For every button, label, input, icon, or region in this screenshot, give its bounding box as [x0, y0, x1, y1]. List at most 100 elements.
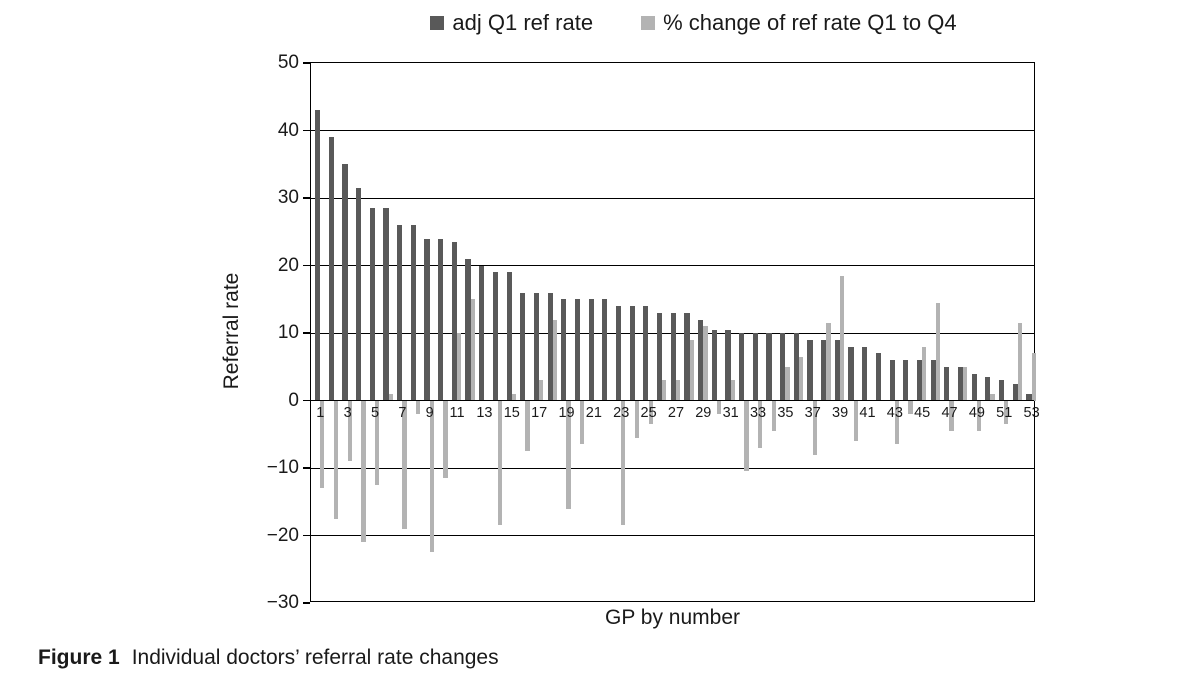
bar-pct-change	[388, 393, 393, 401]
bar-pct-change	[648, 400, 653, 425]
bar-adj-q1-ref-rate	[916, 360, 923, 401]
y-tick-mark	[303, 602, 310, 604]
x-tick-label: 27	[667, 404, 685, 421]
bar-adj-q1-ref-rate	[574, 299, 581, 401]
y-tick-mark	[303, 197, 310, 199]
bar-adj-q1-ref-rate	[930, 360, 936, 401]
x-tick-label: 1	[316, 404, 325, 421]
bar-adj-q1-ref-rate	[315, 110, 321, 401]
y-tick-label: 40	[277, 119, 299, 141]
figure-caption-label: Figure 1	[38, 646, 120, 669]
x-tick-label: 41	[859, 404, 876, 421]
figure-caption-text: Individual doctors’ referral rate change…	[131, 646, 499, 669]
x-tick-label: 33	[749, 404, 767, 421]
bar-adj-q1-ref-rate	[1026, 393, 1032, 401]
x-axis-title: GP by number	[604, 606, 740, 629]
x-tick-label: 5	[370, 404, 380, 421]
bar-pct-change	[539, 380, 544, 401]
x-tick-label: 11	[449, 404, 465, 421]
gridline	[311, 197, 1034, 199]
y-tick-mark	[303, 332, 310, 334]
bar-adj-q1-ref-rate	[410, 225, 416, 401]
bar-pct-change	[689, 339, 694, 401]
bar-pct-change	[333, 400, 339, 519]
bar-adj-q1-ref-rate	[424, 238, 430, 401]
y-tick-label: 20	[277, 254, 299, 276]
bar-pct-change	[634, 400, 640, 438]
bar-adj-q1-ref-rate	[766, 333, 772, 401]
bar-adj-q1-ref-rate	[998, 380, 1005, 401]
bar-adj-q1-ref-rate	[875, 353, 882, 401]
legend-item-pct-change: % change of ref rate Q1 to Q4	[641, 10, 957, 36]
bar-adj-q1-ref-rate	[944, 366, 950, 401]
bar-pct-change	[566, 400, 571, 509]
y-axis-title: Referral rate	[220, 272, 243, 390]
x-tick-label: 35	[777, 404, 794, 421]
plot-area: 50 40 30 20 10 0 −10 −20 −30 1 3 5 7 9 11 13 15 17 19 21 23 2…	[267, 52, 1040, 613]
bar-pct-change	[415, 400, 421, 414]
y-tick-label: 30	[277, 187, 299, 208]
bar-pct-change	[347, 400, 352, 462]
bar-pct-change	[949, 400, 954, 431]
bar-adj-q1-ref-rate	[752, 333, 758, 401]
bar-pct-change	[785, 366, 790, 401]
gridline	[311, 130, 1034, 131]
bar-pct-change	[1004, 400, 1009, 425]
bar-pct-change	[498, 400, 503, 526]
x-tick-label: 3	[343, 404, 352, 421]
figure-caption: Figure 1 Individual doctors’ referral rat…	[38, 646, 499, 670]
bar-adj-q1-ref-rate	[533, 292, 540, 401]
x-tick-label: 25	[640, 404, 657, 421]
legend-item-adj-q1: adj Q1 ref rate	[430, 10, 593, 36]
bar-adj-q1-ref-rate	[383, 208, 389, 401]
bar-adj-q1-ref-rate	[985, 376, 991, 401]
bar-pct-change	[511, 393, 516, 401]
bar-pct-change	[922, 346, 927, 401]
bar-adj-q1-ref-rate	[656, 312, 663, 401]
bar-pct-change	[374, 400, 380, 485]
y-tick-label: 0	[288, 389, 299, 411]
bar-adj-q1-ref-rate	[739, 333, 745, 401]
y-tick-mark	[303, 534, 310, 537]
x-tick-label: 15	[503, 404, 520, 421]
bar-pct-change	[826, 322, 831, 401]
bar-adj-q1-ref-rate	[438, 238, 444, 401]
bar-adj-q1-ref-rate	[629, 306, 635, 401]
bar-adj-q1-ref-rate	[793, 333, 799, 401]
bar-pct-change	[361, 400, 366, 543]
y-tick-mark	[303, 62, 310, 64]
y-tick-mark	[303, 399, 310, 402]
y-tick-mark	[303, 467, 310, 469]
bar-adj-q1-ref-rate	[684, 312, 690, 401]
x-tick-label: 9	[425, 404, 434, 421]
bar-adj-q1-ref-rate	[971, 373, 977, 401]
bar-pct-change	[662, 380, 667, 401]
bar-pct-change	[580, 400, 585, 445]
bar-pct-change	[443, 400, 448, 479]
chart-legend: adj Q1 ref rate % change of ref rate Q1 …	[310, 10, 1035, 36]
bar-adj-q1-ref-rate	[602, 299, 608, 401]
x-tick-label: 19	[558, 404, 575, 421]
x-tick-label: 53	[1023, 404, 1040, 421]
bar-pct-change	[621, 400, 626, 526]
bar-adj-q1-ref-rate	[547, 292, 553, 401]
x-tick-label: 21	[585, 404, 602, 421]
bar-pct-change	[1017, 322, 1023, 401]
x-tick-label: 39	[832, 404, 849, 421]
bar-adj-q1-ref-rate	[492, 272, 499, 401]
x-tick-label: 29	[695, 404, 712, 421]
bar-adj-q1-ref-rate	[479, 265, 485, 401]
bar-adj-q1-ref-rate	[834, 339, 840, 401]
bar-pct-change	[402, 400, 407, 529]
x-tick-label: 13	[476, 404, 493, 421]
x-tick-label: 45	[914, 404, 931, 421]
bar-pct-change	[935, 302, 941, 401]
bar-adj-q1-ref-rate	[588, 299, 594, 401]
bar-adj-q1-ref-rate	[356, 187, 362, 401]
bar-pct-change	[470, 299, 475, 401]
bar-pct-change	[771, 400, 776, 431]
bar-adj-q1-ref-rate	[698, 319, 704, 401]
bar-pct-change	[552, 319, 558, 401]
bar-pct-change	[716, 400, 722, 414]
